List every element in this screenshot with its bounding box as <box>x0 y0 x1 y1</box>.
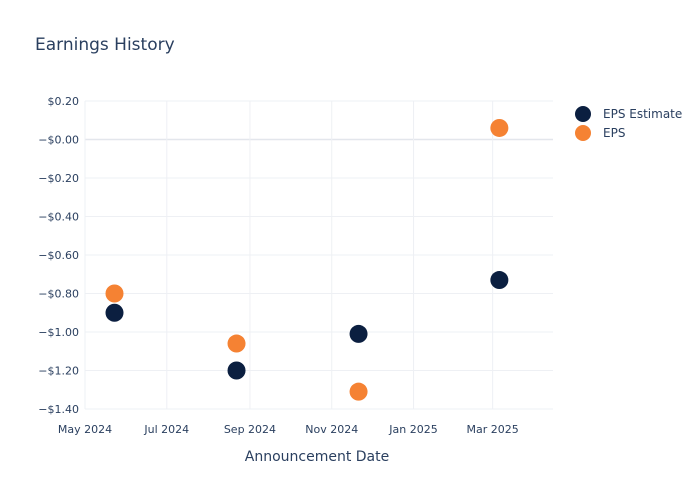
grid <box>84 100 553 410</box>
y-tick-label: $0.20 <box>48 95 80 108</box>
eps-estimate-point[interactable] <box>105 303 124 322</box>
legend-marker-eps <box>575 125 591 141</box>
eps-estimate-point[interactable] <box>490 271 509 290</box>
x-tick-label: Sep 2024 <box>224 423 276 436</box>
y-tick-label: −$0.00 <box>38 134 79 147</box>
legend[interactable]: EPS Estimate EPS <box>575 106 682 141</box>
x-axis-title: Announcement Date <box>245 449 389 465</box>
y-tick-label: −$1.20 <box>38 365 79 378</box>
data-points <box>105 118 509 401</box>
legend-label-eps: EPS <box>603 126 625 140</box>
x-tick-label: Mar 2025 <box>467 423 519 436</box>
x-tick-label: Jan 2025 <box>388 423 437 436</box>
y-tick-label: −$0.40 <box>38 211 79 224</box>
y-tick-label: −$1.00 <box>38 326 79 339</box>
legend-item-eps-estimate[interactable]: EPS Estimate <box>575 106 682 122</box>
legend-marker-eps-estimate <box>575 106 591 122</box>
x-tick-label: May 2024 <box>58 423 112 436</box>
legend-label-eps-estimate: EPS Estimate <box>603 107 682 121</box>
x-tick-label: Nov 2024 <box>305 423 358 436</box>
eps-point[interactable] <box>349 382 368 401</box>
eps-point[interactable] <box>227 334 246 353</box>
y-tick-label: −$0.20 <box>38 172 79 185</box>
x-tick-label: Jul 2024 <box>143 423 189 436</box>
y-tick-label: −$0.80 <box>38 288 79 301</box>
eps-estimate-point[interactable] <box>349 324 368 343</box>
y-tick-label: −$0.60 <box>38 249 79 262</box>
x-axis-ticks: May 2024 Jul 2024 Sep 2024 Nov 2024 Jan 2025… <box>58 423 519 436</box>
legend-item-eps[interactable]: EPS <box>575 125 625 141</box>
eps-estimate-point[interactable] <box>227 361 246 380</box>
chart-title: Earnings History <box>35 35 175 55</box>
y-axis-ticks: $0.20 −$0.00 −$0.20 −$0.40 −$0.60 −$0.80 −$1.0… <box>38 95 79 416</box>
eps-point[interactable] <box>105 284 124 303</box>
eps-point[interactable] <box>490 118 509 137</box>
y-tick-label: −$1.40 <box>38 403 79 416</box>
